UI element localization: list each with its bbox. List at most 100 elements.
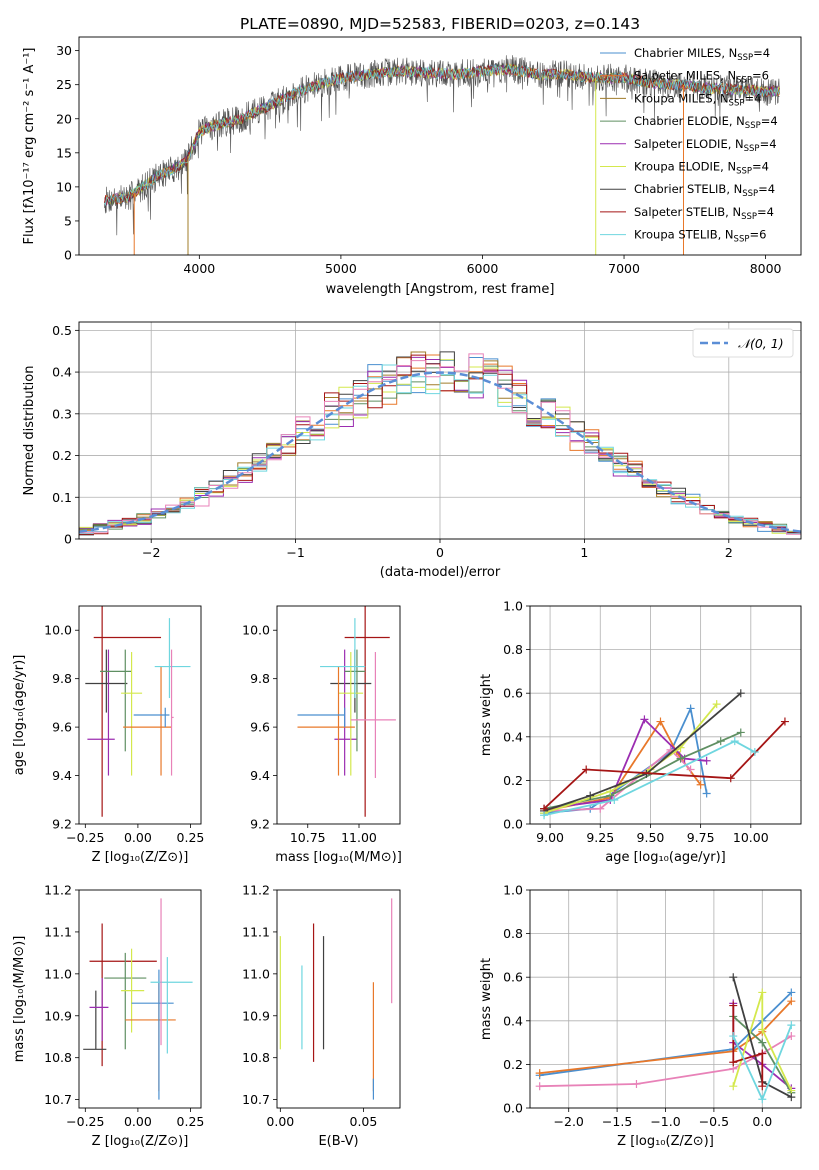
x-tick-label: 0.00 bbox=[124, 830, 152, 845]
data-point-marker bbox=[702, 756, 711, 765]
data-point-marker bbox=[702, 789, 711, 798]
data-point-marker bbox=[676, 754, 685, 763]
legend-entry-base: Chabrier ELODIE, N bbox=[634, 114, 745, 128]
data-point-marker bbox=[696, 780, 705, 789]
y-tick-label: 0.4 bbox=[503, 1013, 523, 1028]
errorbars-age-vs-mass bbox=[297, 606, 396, 817]
axes-age-vs-mass: 10.75 11.00 9.2 9.4 9.6 9.8 10.0 bbox=[242, 623, 377, 845]
legend-entry-sub: SSP bbox=[736, 76, 752, 86]
data-point-marker bbox=[729, 973, 738, 982]
y-tick-label: 0.1 bbox=[52, 490, 72, 505]
legend-entry: Kroupa ELODIE, NSSP=4 bbox=[634, 160, 769, 177]
x-tick-label: 10.00 bbox=[733, 830, 769, 845]
legend-entry-tail: =4 bbox=[753, 46, 770, 60]
y-tick-label: 20 bbox=[56, 111, 72, 126]
x-axis-label: wavelength [Angstrom, rest frame] bbox=[326, 282, 555, 297]
x-axis-label: (data-model)/error bbox=[380, 565, 501, 580]
y-tick-label: 0.2 bbox=[52, 448, 72, 463]
y-tick-label: 9.6 bbox=[250, 720, 270, 735]
y-tick-label: 0.4 bbox=[503, 729, 523, 744]
data-point-marker bbox=[787, 1093, 796, 1102]
legend-entry-sub: SSP bbox=[729, 98, 745, 108]
x-tick-label: 8000 bbox=[750, 261, 782, 276]
data-point-marker bbox=[582, 765, 591, 774]
axes-mass-vs-EBV: 0.00 0.05 10.7 10.8 10.9 11.0 11.1 11.2 bbox=[242, 883, 377, 1130]
x-tick-label: 0 bbox=[436, 545, 444, 560]
y-axis-label: mass [log₁₀(M/M⊙)] bbox=[12, 936, 27, 1063]
y-tick-label: 0.5 bbox=[52, 323, 72, 338]
data-point-marker bbox=[686, 704, 695, 713]
x-tick-label: −2.0 bbox=[554, 1114, 584, 1129]
y-tick-label: 11.1 bbox=[242, 924, 270, 939]
legend-entry-base: Kroupa STELIB, N bbox=[634, 228, 734, 242]
legend-entry-sub: SSP bbox=[734, 235, 750, 245]
lines-weight-vs-Z bbox=[535, 973, 796, 1104]
y-tick-label: 1.0 bbox=[503, 883, 523, 898]
axes-residuals: −2 −1 0 1 2 0 0.1 0.2 0.3 0.4 0.5 bbox=[52, 322, 801, 560]
y-tick-label: 0.0 bbox=[503, 817, 523, 832]
legend-entry-sub: SSP bbox=[737, 53, 753, 63]
x-tick-label: 0.0 bbox=[752, 1114, 772, 1129]
legend-entry: Chabrier MILES, NSSP=4 bbox=[634, 46, 770, 63]
normal-curve bbox=[78, 371, 802, 533]
series-line bbox=[543, 740, 756, 817]
data-point-marker bbox=[632, 1080, 641, 1089]
series-line bbox=[543, 731, 742, 810]
y-tick-label: 0.4 bbox=[52, 365, 72, 380]
y-tick-label: 9.6 bbox=[52, 720, 72, 735]
data-point-marker bbox=[758, 1025, 767, 1034]
data-point-marker bbox=[730, 737, 739, 746]
axes-age-vs-Z: −0.25 0.00 0.25 9.2 9.4 9.6 9.8 10.0 bbox=[44, 623, 204, 845]
y-tick-label: 10.0 bbox=[44, 623, 72, 638]
x-tick-label: −0.25 bbox=[66, 830, 104, 845]
axes-frame bbox=[276, 605, 401, 825]
axes-spectrum: 4000 5000 6000 7000 8000 0 5 10 15 20 25 30 bbox=[56, 43, 781, 276]
axes-weight-vs-Z: −2.0 −1.5 −1.0 −0.5 0.0 0.0 0.2 0.4 0.6 0.8 1.0 bbox=[503, 883, 801, 1129]
legend-entry-tail: =6 bbox=[752, 69, 769, 83]
x-tick-label: 1 bbox=[580, 545, 588, 560]
y-tick-label: 0.0 bbox=[503, 1101, 523, 1116]
x-axis-label: mass [log₁₀(M/M⊙)] bbox=[275, 850, 402, 865]
y-tick-label: 10 bbox=[56, 179, 72, 194]
y-tick-label: 10.7 bbox=[44, 1092, 72, 1107]
y-tick-label: 9.4 bbox=[250, 768, 270, 783]
legend-entry-tail: =4 bbox=[761, 114, 778, 128]
legend-entry-tail: =4 bbox=[752, 160, 769, 174]
figure-title: PLATE=0890, MJD=52583, FIBERID=0203, z=0… bbox=[240, 15, 640, 33]
data-point-marker bbox=[610, 796, 619, 805]
legend-entry-base: Salpeter STELIB, N bbox=[634, 205, 741, 219]
legend-entry: Salpeter MILES, NSSP=6 bbox=[634, 69, 769, 86]
series-line bbox=[543, 692, 742, 812]
y-axis-label: age [log₁₀(age/yr)] bbox=[12, 655, 27, 776]
x-tick-label: 9.25 bbox=[586, 830, 614, 845]
y-tick-label: 0.8 bbox=[503, 642, 523, 657]
y-axis-label: mass weight bbox=[479, 958, 494, 1040]
x-tick-label: 11.00 bbox=[341, 830, 377, 845]
axes-frame bbox=[276, 889, 401, 1109]
errorbars-mass-vs-EBV bbox=[279, 898, 393, 1100]
legend-entry-base: Kroupa ELODIE, N bbox=[634, 160, 736, 174]
legend-entry-tail: =4 bbox=[758, 182, 775, 196]
axes-frame bbox=[529, 605, 802, 825]
legend-entry: Salpeter ELODIE, NSSP=4 bbox=[634, 137, 777, 154]
legend-entry-sub: SSP bbox=[744, 144, 760, 154]
legend-entry-tail: =4 bbox=[757, 205, 774, 219]
data-point-marker bbox=[758, 1082, 767, 1091]
data-point-marker bbox=[729, 1082, 738, 1091]
y-tick-label: 10.9 bbox=[242, 1008, 270, 1023]
data-point-marker bbox=[716, 737, 725, 746]
x-tick-label: 4000 bbox=[183, 261, 215, 276]
axes-mass-vs-Z: −0.25 0.00 0.25 10.7 10.8 10.9 11.0 11.1 11.2 bbox=[44, 883, 204, 1130]
x-axis-label: Z [log₁₀(Z/Z⊙)] bbox=[92, 850, 189, 865]
legend-entry: Kroupa MILES, NSSP=4 bbox=[634, 91, 761, 108]
x-axis-label: Z [log₁₀(Z/Z⊙)] bbox=[92, 1134, 189, 1149]
x-tick-label: −1 bbox=[286, 545, 304, 560]
y-axis-label: Normed distribution bbox=[22, 366, 37, 496]
x-axis-label: age [log₁₀(age/yr)] bbox=[605, 850, 726, 865]
y-tick-label: 10.8 bbox=[242, 1050, 270, 1065]
data-point-marker bbox=[712, 700, 721, 709]
data-point-marker bbox=[640, 715, 649, 724]
histogram-step bbox=[79, 351, 801, 536]
y-tick-label: 0.6 bbox=[503, 970, 523, 985]
axes-frame bbox=[78, 889, 202, 1109]
